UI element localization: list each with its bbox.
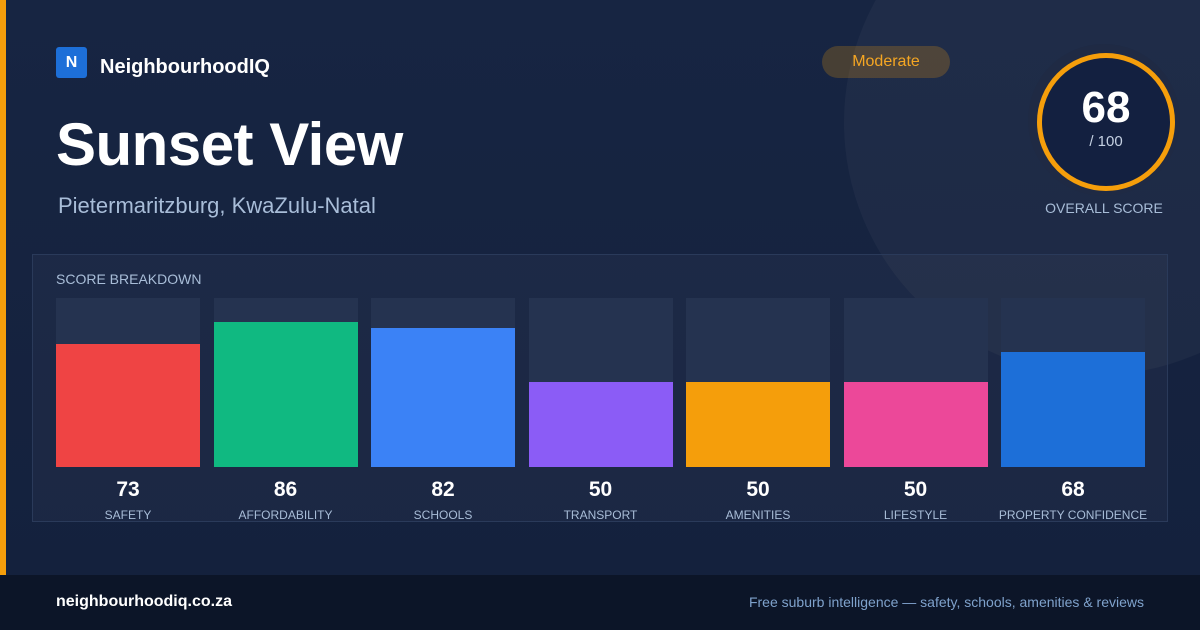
- accent-strip: [0, 0, 6, 575]
- bar-track: [686, 298, 830, 467]
- score-bar-transport: 50 TRANSPORT: [528, 298, 673, 522]
- footer-url-link[interactable]: neighbourhoodiq.co.za: [56, 593, 232, 610]
- bar-label: AMENITIES: [725, 508, 791, 522]
- score-breakdown-title: SCORE BREAKDOWN: [56, 271, 202, 287]
- page-title: Sunset View: [56, 111, 403, 178]
- bar-label: SAFETY: [104, 508, 152, 522]
- score-bar-affordability: 86 AFFORDABILITY: [213, 298, 358, 522]
- bar-track: [1001, 298, 1145, 467]
- bar-value: 50: [903, 478, 928, 501]
- score-bar-safety: 73 SAFETY: [56, 298, 200, 522]
- brand-name: NeighbourhoodIQ: [100, 56, 270, 78]
- score-bar-lifestyle: 50 LIFESTYLE: [843, 298, 988, 522]
- bar-fill: [528, 382, 673, 467]
- score-bar-schools: 82 SCHOOLS: [371, 298, 515, 522]
- bar-track: [528, 298, 673, 467]
- location-subtitle: Pietermaritzburg, KwaZulu-Natal: [58, 193, 376, 218]
- overall-score-label: OVERALL SCORE: [1045, 200, 1163, 216]
- summary-card: N NeighbourhoodIQ Sunset View Pietermari…: [0, 0, 1200, 575]
- bar-fill: [1001, 352, 1145, 467]
- bar-label: LIFESTYLE: [883, 508, 948, 522]
- bar-track: [371, 298, 515, 467]
- score-bar-property-confidence: 68 PROPERTY CONFIDENCE: [999, 298, 1147, 522]
- bar-track: [843, 298, 988, 467]
- bar-label: TRANSPORT: [563, 508, 638, 522]
- bar-label: SCHOOLS: [413, 508, 473, 522]
- bar-fill: [686, 382, 830, 467]
- brand-logo-icon: N: [56, 47, 87, 78]
- score-breakdown-panel: [32, 254, 1168, 522]
- bar-value: 73: [116, 478, 140, 501]
- bar-value: 68: [1061, 478, 1085, 501]
- bar-fill: [371, 328, 515, 467]
- overall-score-max: / 100: [1089, 133, 1123, 150]
- bar-fill: [843, 382, 988, 467]
- score-ring: [1037, 53, 1175, 191]
- footer: neighbourhoodiq.co.za Free suburb intell…: [0, 575, 1200, 630]
- score-bar-amenities: 50 AMENITIES: [686, 298, 830, 522]
- bar-track: [56, 298, 200, 467]
- bar-value: 86: [273, 478, 298, 501]
- bar-fill: [213, 322, 358, 467]
- bar-label: AFFORDABILITY: [238, 508, 333, 522]
- footer-tagline: Free suburb intelligence — safety, schoo…: [748, 594, 1144, 610]
- overall-score-value: 68: [1081, 83, 1131, 132]
- bar-value: 50: [746, 478, 770, 501]
- bar-fill: [56, 344, 200, 467]
- bar-value: 82: [431, 478, 455, 501]
- bar-value: 50: [588, 478, 613, 501]
- rating-badge: Moderate: [822, 46, 950, 78]
- bar-label: PROPERTY CONFIDENCE: [998, 508, 1148, 522]
- brand[interactable]: N NeighbourhoodIQ: [56, 46, 270, 79]
- bar-track: [213, 298, 358, 467]
